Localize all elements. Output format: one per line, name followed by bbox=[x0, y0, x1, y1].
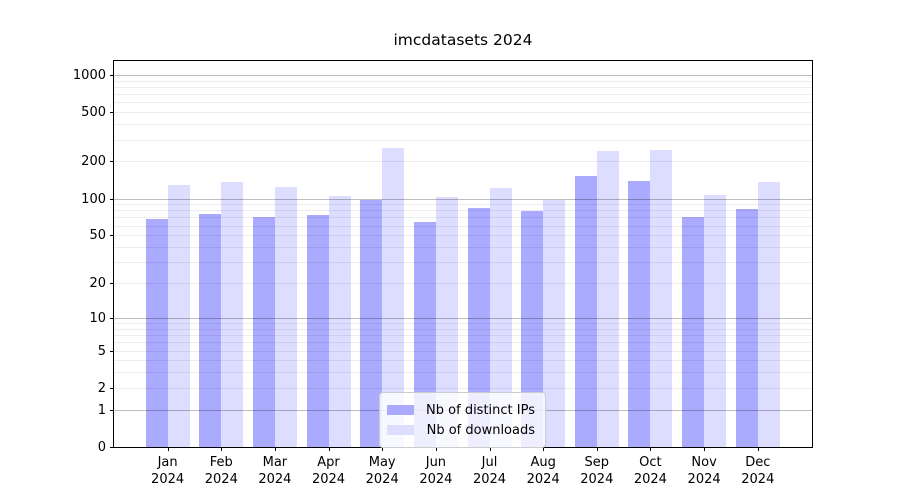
legend-swatch-downloads bbox=[387, 425, 414, 435]
gridline-200 bbox=[114, 161, 812, 163]
bar-ips-nov bbox=[682, 216, 705, 447]
x-tick-label-jan: Jan 2024 bbox=[151, 455, 185, 487]
legend-item-downloads: Nb of downloads bbox=[387, 420, 535, 440]
x-tick-label-nov: Nov 2024 bbox=[687, 455, 721, 487]
bar-ips-dec bbox=[735, 209, 758, 447]
x-tick-oct bbox=[650, 447, 652, 451]
legend-label-downloads: Nb of downloads bbox=[426, 422, 535, 438]
x-tick-label-aug: Aug 2024 bbox=[526, 455, 560, 487]
bar-downloads-jul bbox=[489, 187, 512, 447]
y-tick-1 bbox=[110, 409, 114, 411]
x-tick-feb bbox=[221, 447, 223, 451]
y-tick-500 bbox=[110, 112, 114, 114]
bar-ips-jun bbox=[413, 222, 436, 447]
bar-downloads-oct bbox=[650, 150, 673, 447]
y-tick-label-20: 20 bbox=[89, 276, 106, 291]
legend-item-distinct-ips: Nb of distinct IPs bbox=[387, 400, 535, 420]
bar-ips-may bbox=[360, 199, 383, 447]
y-tick-label-500: 500 bbox=[81, 105, 106, 121]
x-tick-label-jul: Jul 2024 bbox=[472, 455, 507, 487]
y-tick-label-50: 50 bbox=[89, 228, 106, 244]
gridline-500 bbox=[114, 112, 812, 114]
bar-downloads-may bbox=[382, 148, 405, 447]
y-tick-label-1: 1 bbox=[97, 402, 106, 418]
bar-ips-jan bbox=[145, 219, 168, 447]
x-tick-label-feb: Feb 2024 bbox=[204, 455, 238, 487]
y-tick-200 bbox=[110, 161, 114, 163]
y-tick-label-2: 2 bbox=[97, 380, 106, 396]
x-tick-label-oct: Oct 2024 bbox=[633, 455, 667, 487]
y-tick-1000 bbox=[110, 74, 114, 76]
bar-ips-mar bbox=[252, 216, 275, 447]
x-tick-sep bbox=[596, 447, 598, 451]
y-tick-50 bbox=[110, 235, 114, 237]
x-tick-jun bbox=[435, 447, 437, 451]
bar-ips-sep bbox=[574, 176, 597, 447]
gridline-1000 bbox=[114, 74, 812, 76]
x-tick-jul bbox=[489, 447, 491, 451]
bar-downloads-jan bbox=[167, 184, 190, 447]
bar-ips-feb bbox=[199, 213, 222, 447]
y-tick-100 bbox=[110, 198, 114, 200]
bar-ips-apr bbox=[306, 215, 329, 447]
y-tick-0 bbox=[110, 447, 114, 448]
bar-downloads-sep bbox=[596, 151, 619, 447]
x-tick-label-jun: Jun 2024 bbox=[419, 455, 453, 487]
bar-ips-aug bbox=[521, 211, 544, 447]
bar-downloads-apr bbox=[328, 196, 351, 447]
gridline-300 bbox=[114, 139, 812, 141]
bar-downloads-jun bbox=[435, 197, 458, 447]
plot-area: imcdatasets 2024 1000 500 200 100 50 20 10 5 2 1 0… bbox=[73, 31, 813, 487]
gridline-800 bbox=[114, 86, 812, 88]
x-tick-label-may: May 2024 bbox=[365, 455, 399, 487]
y-tick-2 bbox=[110, 387, 114, 389]
x-tick-label-sep: Sep 2024 bbox=[580, 455, 614, 487]
y-tick-10 bbox=[110, 317, 114, 319]
y-tick-label-100: 100 bbox=[81, 191, 106, 207]
bar-downloads-feb bbox=[221, 182, 244, 447]
gridline-900 bbox=[114, 80, 812, 82]
x-tick-dec bbox=[757, 447, 759, 451]
x-tick-aug bbox=[543, 447, 545, 451]
y-tick-label-10: 10 bbox=[89, 310, 106, 326]
legend-label-distinct-ips: Nb of distinct IPs bbox=[426, 402, 535, 418]
x-tick-may bbox=[382, 447, 384, 451]
legend: Nb of distinct IPs Nb of downloads bbox=[379, 392, 546, 448]
gridline-600 bbox=[114, 102, 812, 104]
bar-downloads-aug bbox=[543, 199, 566, 447]
x-tick-mar bbox=[274, 447, 276, 451]
y-tick-5 bbox=[110, 350, 114, 352]
x-tick-label-dec: Dec 2024 bbox=[741, 455, 775, 487]
legend-swatch-distinct-ips bbox=[387, 405, 414, 415]
x-tick-label-apr: Apr 2024 bbox=[311, 455, 346, 487]
y-tick-20 bbox=[110, 283, 114, 284]
y-tick-label-0: 0 bbox=[97, 440, 106, 455]
gridline-700 bbox=[114, 94, 812, 96]
x-tick-nov bbox=[704, 447, 706, 451]
y-tick-label-1000: 1000 bbox=[72, 67, 106, 83]
bar-downloads-dec bbox=[757, 182, 780, 447]
y-tick-label-5: 5 bbox=[97, 343, 106, 359]
chart-title: imcdatasets 2024 bbox=[393, 31, 533, 49]
x-tick-label-mar: Mar 2024 bbox=[258, 455, 292, 487]
bar-downloads-mar bbox=[274, 187, 297, 447]
x-tick-jan bbox=[167, 447, 169, 451]
bar-downloads-nov bbox=[704, 194, 727, 447]
gridline-400 bbox=[114, 124, 812, 126]
y-tick-label-200: 200 bbox=[81, 154, 106, 170]
x-tick-apr bbox=[328, 447, 330, 451]
bar-ips-oct bbox=[628, 180, 651, 447]
bar-ips-jul bbox=[467, 208, 490, 447]
